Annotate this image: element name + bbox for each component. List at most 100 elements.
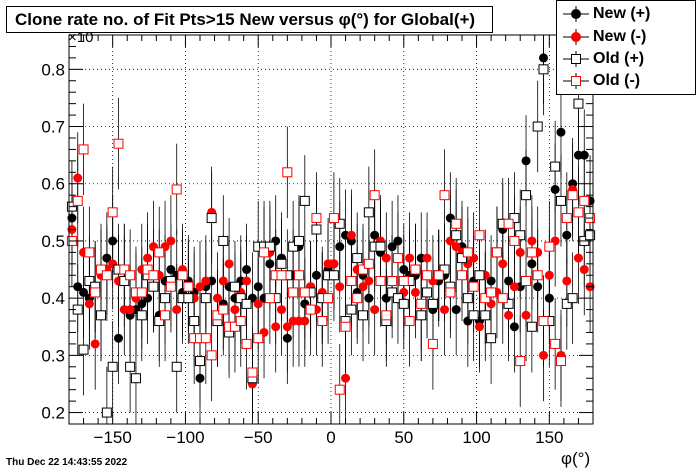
data-point (305, 304, 316, 315)
data-point (311, 213, 322, 224)
data-point (410, 264, 421, 275)
data-point (422, 270, 433, 281)
data-point (264, 241, 275, 252)
data-point (422, 287, 433, 298)
data-point (503, 298, 514, 309)
data-point (509, 235, 520, 246)
data-point (497, 293, 508, 304)
data-point (364, 293, 374, 303)
data-point (101, 407, 112, 418)
data-point (288, 287, 299, 298)
x-tick-label: 50 (394, 428, 413, 447)
data-point (352, 293, 363, 304)
data-point (130, 373, 141, 384)
data-point (102, 253, 112, 263)
data-point (166, 236, 176, 246)
data-point (282, 333, 292, 343)
x-tick-label: −100 (166, 428, 204, 447)
data-point (579, 150, 589, 160)
data-point (387, 242, 397, 252)
data-point (73, 173, 83, 183)
data-point (504, 276, 514, 286)
data-point (585, 230, 596, 241)
data-point (573, 207, 584, 218)
data-point (311, 224, 322, 235)
data-point (96, 264, 107, 275)
data-point (539, 350, 549, 360)
data-point (515, 356, 526, 367)
data-point (107, 207, 118, 218)
data-point (462, 247, 473, 258)
x-tick-label: −150 (94, 428, 132, 447)
x-tick-label: 0 (326, 428, 335, 447)
data-point (399, 265, 409, 275)
data-point (538, 316, 549, 327)
data-point (427, 298, 438, 309)
data-point (84, 247, 95, 258)
data-point (125, 305, 135, 315)
data-point (474, 322, 484, 332)
timestamp: Thu Dec 22 14:43:55 2022 (6, 457, 128, 468)
data-point (369, 190, 380, 201)
data-point (154, 247, 165, 258)
data-point (334, 218, 345, 229)
data-point (200, 293, 211, 304)
data-point (392, 293, 403, 304)
data-point (346, 275, 357, 286)
data-point (107, 361, 118, 372)
data-point (229, 281, 240, 292)
data-point (241, 298, 252, 309)
data-point (235, 293, 246, 304)
data-point (375, 241, 386, 252)
legend-label: Old (-) (593, 72, 641, 89)
data-point (328, 213, 339, 224)
data-point (503, 218, 514, 229)
data-point (119, 275, 130, 286)
data-point (282, 167, 293, 178)
legend-item-old-minus: Old (-) (557, 70, 695, 92)
x-tick-label: −50 (244, 428, 273, 447)
data-point (154, 316, 165, 327)
y-tick-label: 0.7 (41, 118, 65, 137)
data-point (491, 247, 502, 258)
data-point (550, 161, 561, 172)
data-point (573, 98, 584, 109)
data-point (276, 258, 287, 269)
data-point (218, 235, 229, 246)
data-point (567, 190, 578, 201)
data-point (108, 236, 118, 246)
data-point (136, 310, 147, 321)
data-point (457, 270, 467, 281)
data-point (498, 259, 508, 269)
data-point (323, 293, 334, 304)
data-point (364, 276, 374, 286)
data-point (562, 276, 572, 286)
x-tick-label: 100 (462, 428, 490, 447)
data-point (189, 316, 200, 327)
data-point (340, 321, 351, 332)
data-point (119, 264, 130, 275)
data-point (358, 310, 369, 321)
data-point (561, 213, 572, 224)
data-point (480, 293, 491, 304)
data-point (72, 195, 83, 206)
data-point (253, 299, 263, 309)
data-point (90, 339, 100, 349)
data-point (73, 282, 83, 292)
data-point (532, 270, 543, 281)
data-point (346, 304, 357, 315)
data-point (521, 156, 531, 166)
y-tick-label: 0.5 (41, 232, 65, 251)
data-point (341, 373, 351, 383)
data-point (398, 298, 409, 309)
data-point (451, 242, 461, 252)
data-point (474, 230, 485, 241)
data-point (486, 287, 497, 298)
data-point (486, 276, 496, 286)
data-point (358, 264, 369, 275)
data-point (544, 241, 555, 252)
data-point (527, 236, 537, 246)
y-tick-label: 0.3 (41, 346, 65, 365)
data-point (142, 264, 153, 275)
data-point (218, 304, 229, 315)
